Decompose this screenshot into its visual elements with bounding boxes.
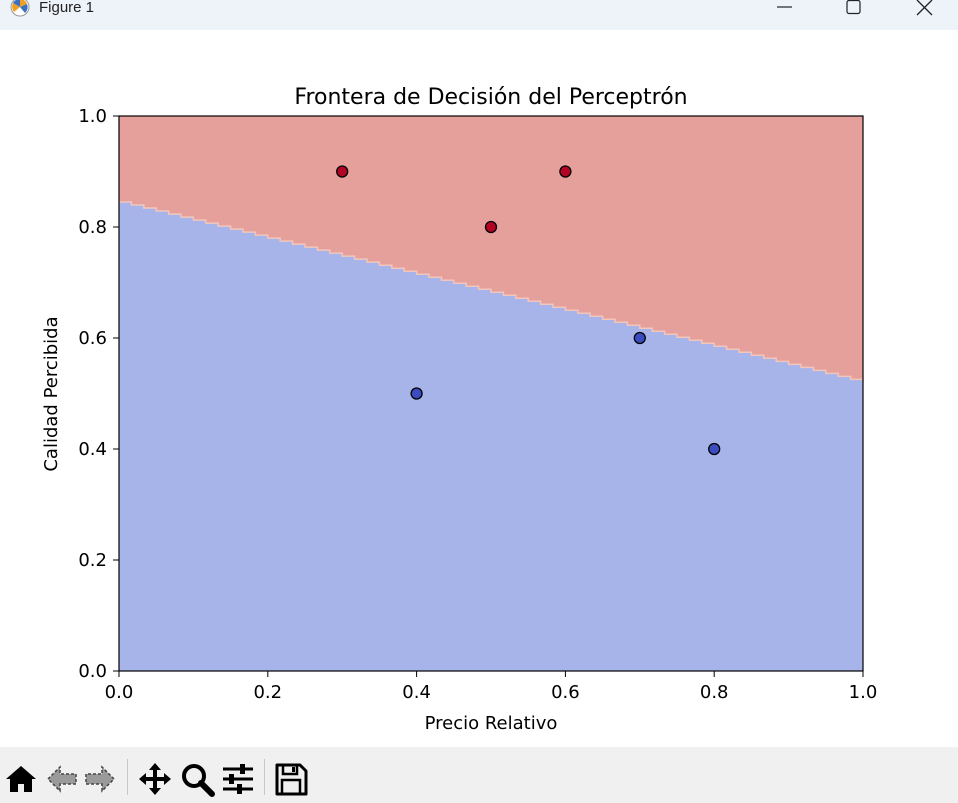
window-title: Figure 1 [39, 0, 95, 16]
data-point [336, 165, 349, 178]
data-point [708, 442, 721, 456]
minimize-button[interactable] [761, 0, 807, 18]
back-icon [46, 765, 77, 793]
forward-button[interactable] [82, 761, 118, 797]
decision-boundary-chart: Frontera de Decisión del Perceptrón 0.0 0… [41, 85, 878, 734]
pan-icon [139, 763, 171, 795]
maximize-icon [846, 0, 861, 15]
x-tick-label: 1.0 [849, 682, 878, 703]
zoom-icon [182, 764, 215, 797]
toolbar-separator [127, 759, 128, 795]
class-0-region [119, 202, 863, 671]
y-tick-label: 0.8 [78, 217, 107, 238]
maximize-button[interactable] [830, 0, 876, 18]
matplotlib-logo-icon [10, 0, 30, 17]
x-tick-label: 0.4 [402, 682, 431, 703]
class-1-region [119, 116, 863, 383]
data-point [410, 387, 423, 400]
forward-icon [85, 765, 116, 793]
y-tick-label: 1.0 [78, 106, 107, 127]
data-point [559, 165, 572, 178]
configure-subplots-icon [223, 764, 253, 794]
axes-frame [118, 115, 864, 672]
pan-button[interactable] [137, 761, 173, 797]
close-icon [916, 0, 933, 16]
x-tick-label: 0.8 [700, 682, 729, 703]
window-titlebar: Figure 1 [0, 0, 958, 30]
data-point [484, 220, 498, 234]
x-tick-label: 0.6 [551, 682, 580, 703]
home-button[interactable] [3, 761, 39, 797]
toolbar-separator [264, 759, 265, 795]
x-axis-label: Precio Relativo [425, 713, 558, 734]
navigation-toolbar [0, 747, 958, 803]
chart-title: Frontera de Decisión del Perceptrón [294, 85, 687, 110]
y-tick-label: 0.6 [78, 328, 107, 349]
close-button[interactable] [901, 0, 947, 18]
zoom-button[interactable] [179, 761, 215, 797]
back-button[interactable] [44, 761, 80, 797]
save-icon [275, 763, 308, 796]
configure-subplots-button[interactable] [220, 761, 256, 797]
y-tick-label: 0.4 [78, 439, 107, 460]
figure-canvas[interactable]: Frontera de Decisión del Perceptrón 0.0 0… [0, 30, 958, 745]
minimize-icon [777, 6, 792, 8]
y-tick-label: 0.0 [78, 661, 107, 682]
x-tick-label: 0.0 [105, 682, 134, 703]
y-axis-label: Calidad Percibida [41, 316, 62, 471]
save-button[interactable] [273, 761, 309, 797]
home-icon [6, 766, 36, 792]
y-tick-label: 0.2 [78, 550, 107, 571]
decision-boundary-line [119, 201, 864, 383]
data-point [633, 331, 646, 345]
x-tick-label: 0.2 [253, 682, 282, 703]
